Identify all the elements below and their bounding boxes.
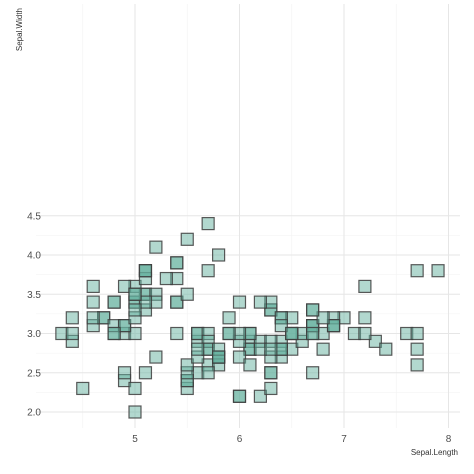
data-point xyxy=(86,279,100,293)
data-point xyxy=(170,295,184,309)
data-point xyxy=(285,326,299,341)
data-point xyxy=(379,342,393,356)
data-point xyxy=(316,342,330,356)
data-point xyxy=(410,264,424,278)
y-tick-label: 2.5 xyxy=(27,368,41,379)
x-tick-label: 5 xyxy=(132,434,138,445)
data-point xyxy=(410,342,424,356)
data-point xyxy=(86,295,100,309)
x-tick-label: 8 xyxy=(446,434,452,445)
data-point xyxy=(149,240,163,254)
data-point xyxy=(253,389,267,403)
data-point xyxy=(159,271,173,286)
data-point xyxy=(222,326,236,341)
x-tick-label: 6 xyxy=(237,434,243,445)
data-point xyxy=(65,311,79,325)
data-point xyxy=(212,248,226,262)
y-tick-label: 2.0 xyxy=(27,408,41,419)
data-point xyxy=(138,366,153,380)
data-point xyxy=(358,279,372,293)
data-point xyxy=(201,366,215,380)
data-point xyxy=(316,311,330,325)
data-point xyxy=(107,295,121,309)
data-point xyxy=(274,319,288,333)
data-point xyxy=(232,295,247,309)
data-point xyxy=(306,366,320,380)
data-point xyxy=(170,326,184,341)
data-point xyxy=(138,264,153,278)
data-point xyxy=(180,358,194,372)
data-point xyxy=(431,264,445,278)
data-point xyxy=(212,350,226,364)
data-point xyxy=(326,319,341,333)
data-point xyxy=(128,326,142,341)
data-point xyxy=(368,334,382,348)
y-axis-title: Sepal.Width xyxy=(15,8,24,51)
data-point xyxy=(180,232,194,246)
data-point xyxy=(191,342,205,356)
data-point xyxy=(107,326,121,341)
data-point xyxy=(149,350,163,364)
tick-labels: 5 6 7 8 2.0 2.5 3.0 3.5 4.0 4.5 xyxy=(27,211,452,445)
data-point xyxy=(76,381,90,396)
data-point xyxy=(306,303,320,317)
data-point xyxy=(117,279,132,293)
data-point xyxy=(264,342,278,356)
data-point xyxy=(264,366,278,380)
data-point xyxy=(232,389,247,403)
data-point xyxy=(410,358,424,372)
data-point xyxy=(201,264,215,278)
data-point xyxy=(128,303,142,317)
data-point xyxy=(264,381,278,396)
data-points xyxy=(55,217,445,419)
data-point xyxy=(65,326,79,341)
data-point xyxy=(201,217,215,231)
data-point xyxy=(180,287,194,301)
data-point xyxy=(128,381,142,396)
data-point xyxy=(117,366,132,380)
data-point xyxy=(306,326,320,341)
data-point xyxy=(117,319,132,333)
data-point xyxy=(232,350,247,364)
grid xyxy=(36,4,460,428)
data-point xyxy=(86,311,100,325)
data-point xyxy=(170,256,184,270)
data-point xyxy=(128,405,142,419)
data-point xyxy=(138,295,153,309)
y-tick-label: 3.0 xyxy=(27,329,41,340)
y-tick-label: 4.0 xyxy=(27,251,41,262)
data-point xyxy=(410,326,424,341)
y-tick-label: 4.5 xyxy=(27,211,41,222)
y-tick-label: 3.5 xyxy=(27,290,41,301)
data-point xyxy=(358,326,372,341)
data-point xyxy=(253,295,267,309)
data-point xyxy=(243,358,257,372)
data-point xyxy=(222,311,236,325)
x-tick-label: 7 xyxy=(341,434,347,445)
data-point xyxy=(358,311,372,325)
x-axis-title: Sepal.Length xyxy=(411,448,458,457)
data-point xyxy=(128,287,142,301)
